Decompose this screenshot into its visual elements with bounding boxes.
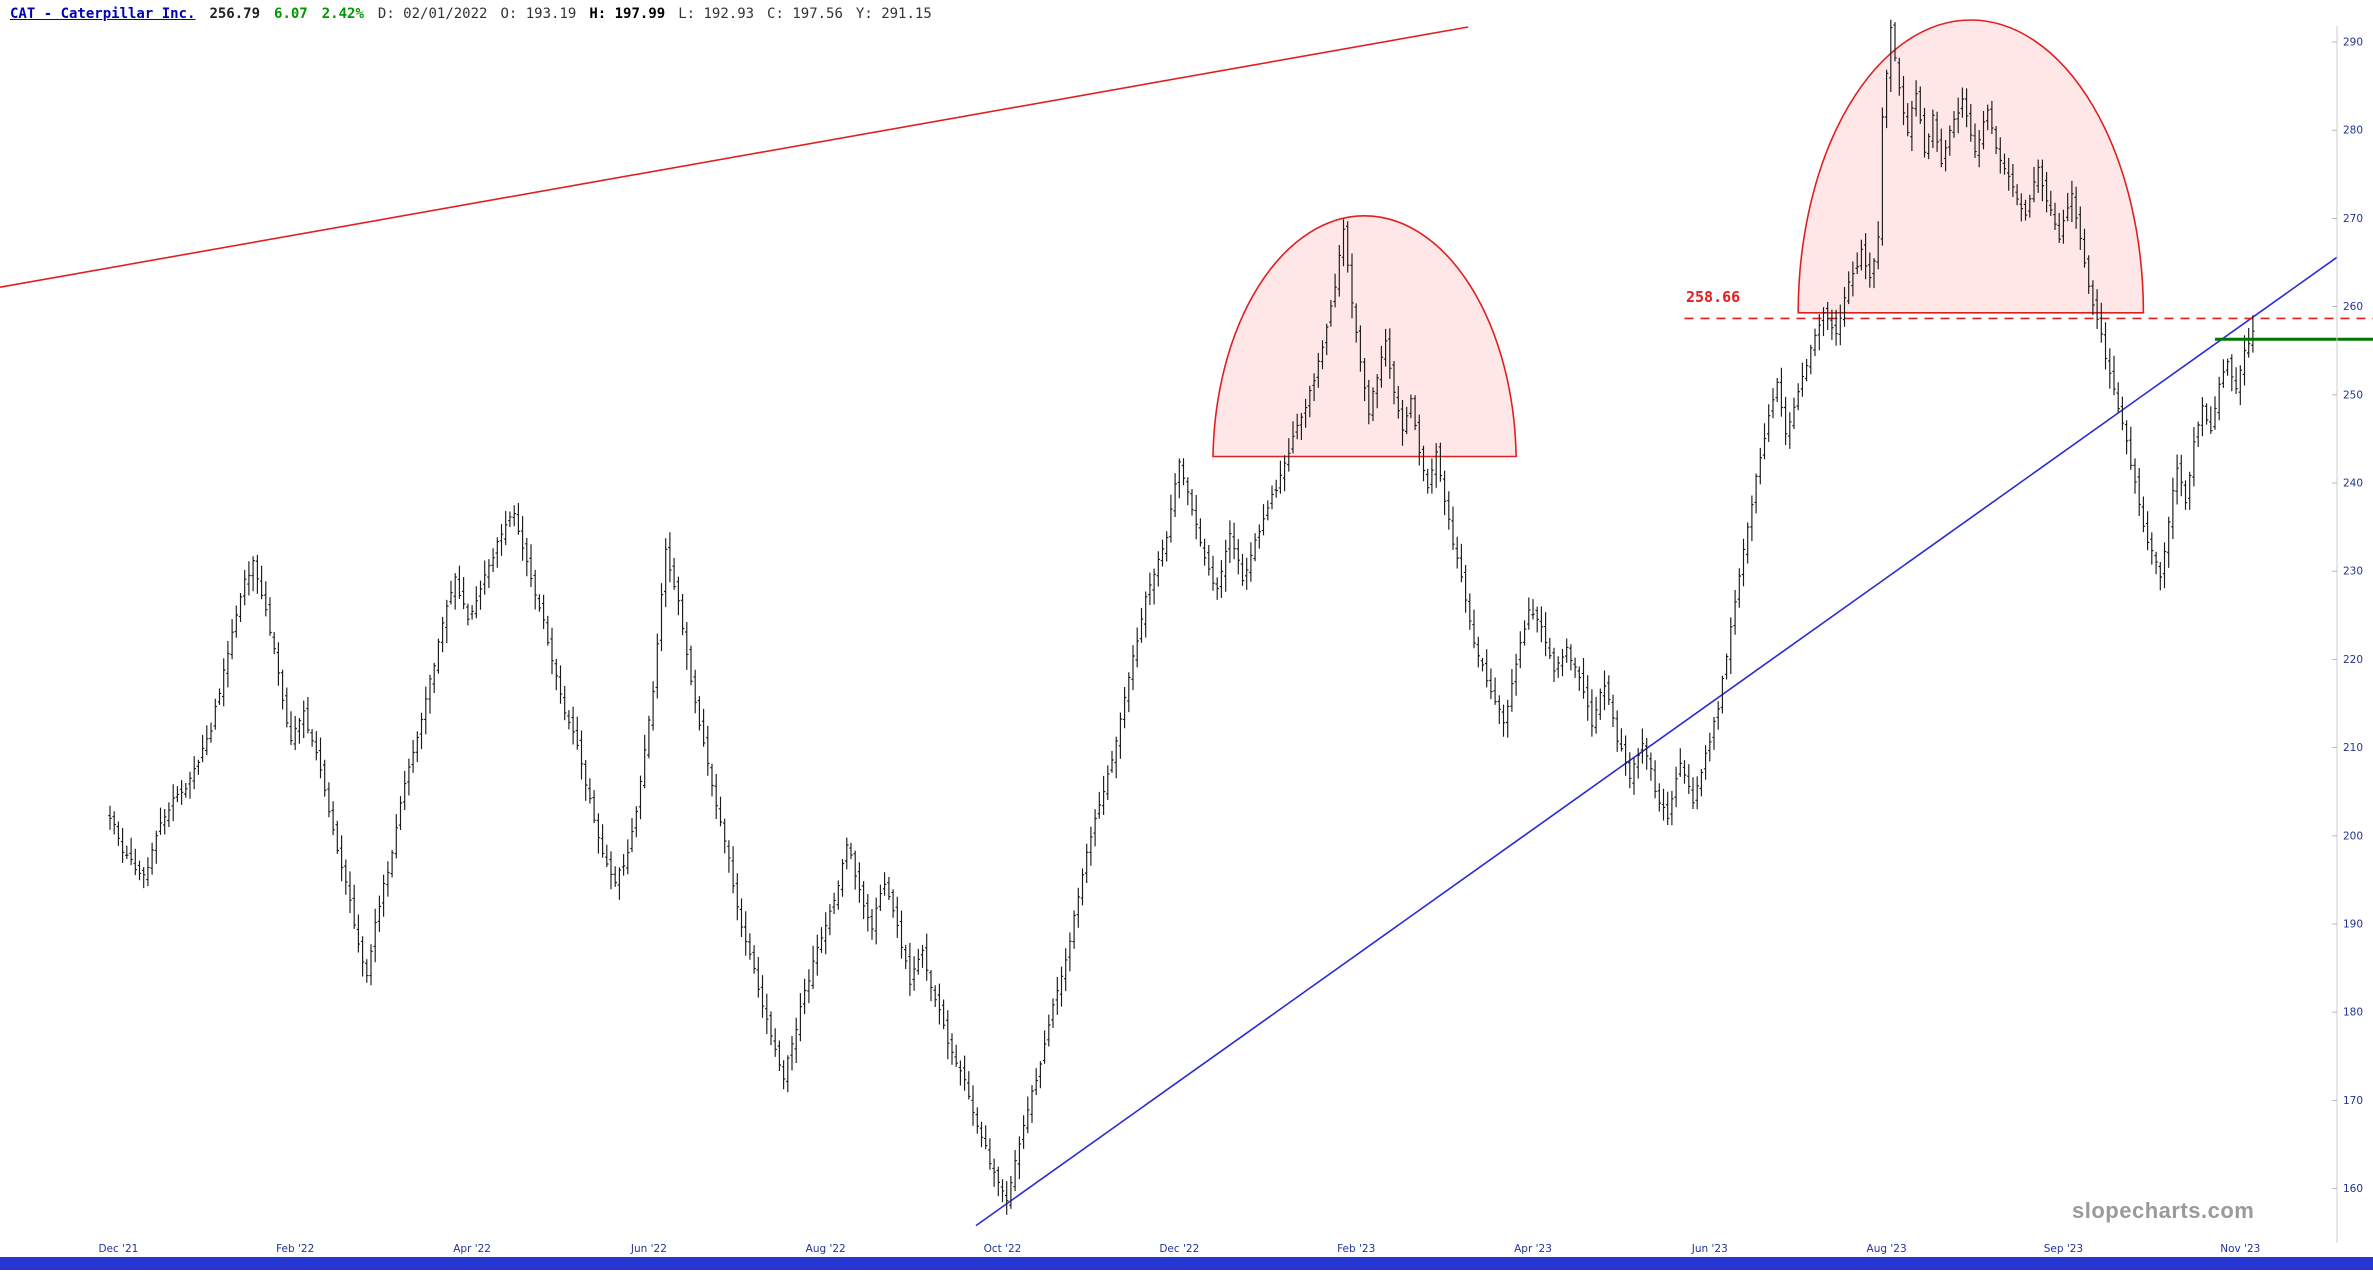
ohlc-stats: D: 02/01/2022 O: 193.19 H: 197.99 L: 192.93…: [378, 6, 932, 22]
symbol-title-link[interactable]: CAT - Caterpillar Inc.: [10, 6, 196, 22]
last-price: 256.79: [209, 6, 261, 22]
stat-h: H: 197.99: [589, 6, 666, 22]
timeline-scrollbar[interactable]: [0, 1257, 2373, 1270]
x-tick-label: Jun '23: [1691, 1243, 1728, 1255]
y-tick-label: 160: [2343, 1183, 2363, 1195]
y-tick-label: 220: [2343, 654, 2363, 666]
y-axis-labels: 290 280 270 260 250 240 230 220 210 200 190 180 170 1…: [2332, 37, 2363, 1195]
trendlines: [0, 26, 2338, 1227]
price-bars: [108, 19, 2255, 1215]
x-tick-label: Dec '21: [98, 1243, 138, 1255]
y-tick-label: 280: [2343, 125, 2363, 137]
rising-blue-trendline: [975, 256, 2338, 1227]
x-tick-label: Dec '22: [1159, 1243, 1199, 1255]
quote-header: CAT - Caterpillar Inc. 256.79 6.07 2.42%…: [0, 0, 932, 28]
stat-c: C: 197.56: [767, 6, 843, 22]
x-tick-label: Feb '22: [276, 1243, 314, 1255]
upper-red-trendline: [0, 26, 1469, 288]
x-tick-label: Apr '23: [1514, 1243, 1552, 1255]
y-tick-label: 290: [2343, 37, 2363, 49]
stat-y: Y: 291.15: [855, 6, 932, 22]
x-tick-label: Nov '23: [2220, 1243, 2260, 1255]
x-tick-label: Aug '22: [806, 1243, 846, 1255]
x-tick-label: Feb '23: [1337, 1243, 1375, 1255]
y-tick-label: 210: [2343, 742, 2363, 754]
x-axis-labels: Dec '21 Feb '22 Apr '22 Jun '22 Aug '22 Oct '…: [98, 1243, 2260, 1255]
y-tick-label: 230: [2343, 566, 2363, 578]
x-tick-label: Oct '22: [984, 1243, 1022, 1255]
y-tick-label: 170: [2343, 1095, 2363, 1107]
y-tick-label: 180: [2343, 1007, 2363, 1019]
rounded-top-1: [1212, 215, 1517, 458]
y-tick-label: 190: [2343, 919, 2363, 931]
dome-annotations: [1212, 19, 2145, 458]
x-tick-label: Aug '23: [1867, 1243, 1907, 1255]
y-tick-label: 260: [2343, 301, 2363, 313]
x-tick-label: Apr '22: [453, 1243, 491, 1255]
price-level-label: 258.66: [1686, 288, 1741, 306]
y-tick-label: 240: [2343, 478, 2363, 490]
y-tick-label: 250: [2343, 389, 2363, 401]
x-tick-label: Jun '22: [630, 1243, 667, 1255]
stat-d: D: 02/01/2022: [377, 6, 488, 22]
stat-o: O: 193.19: [500, 6, 577, 22]
rounded-top-2: [1797, 19, 2145, 314]
price-change-pct: 2.42%: [321, 6, 364, 22]
stat-l: L: 192.93: [678, 6, 755, 22]
price-change: 6.07: [274, 6, 308, 22]
slopecharts-watermark: slopecharts.com: [2072, 1198, 2255, 1223]
y-tick-label: 270: [2343, 213, 2363, 225]
x-tick-label: Sep '23: [2044, 1243, 2083, 1255]
y-tick-label: 200: [2343, 830, 2363, 842]
